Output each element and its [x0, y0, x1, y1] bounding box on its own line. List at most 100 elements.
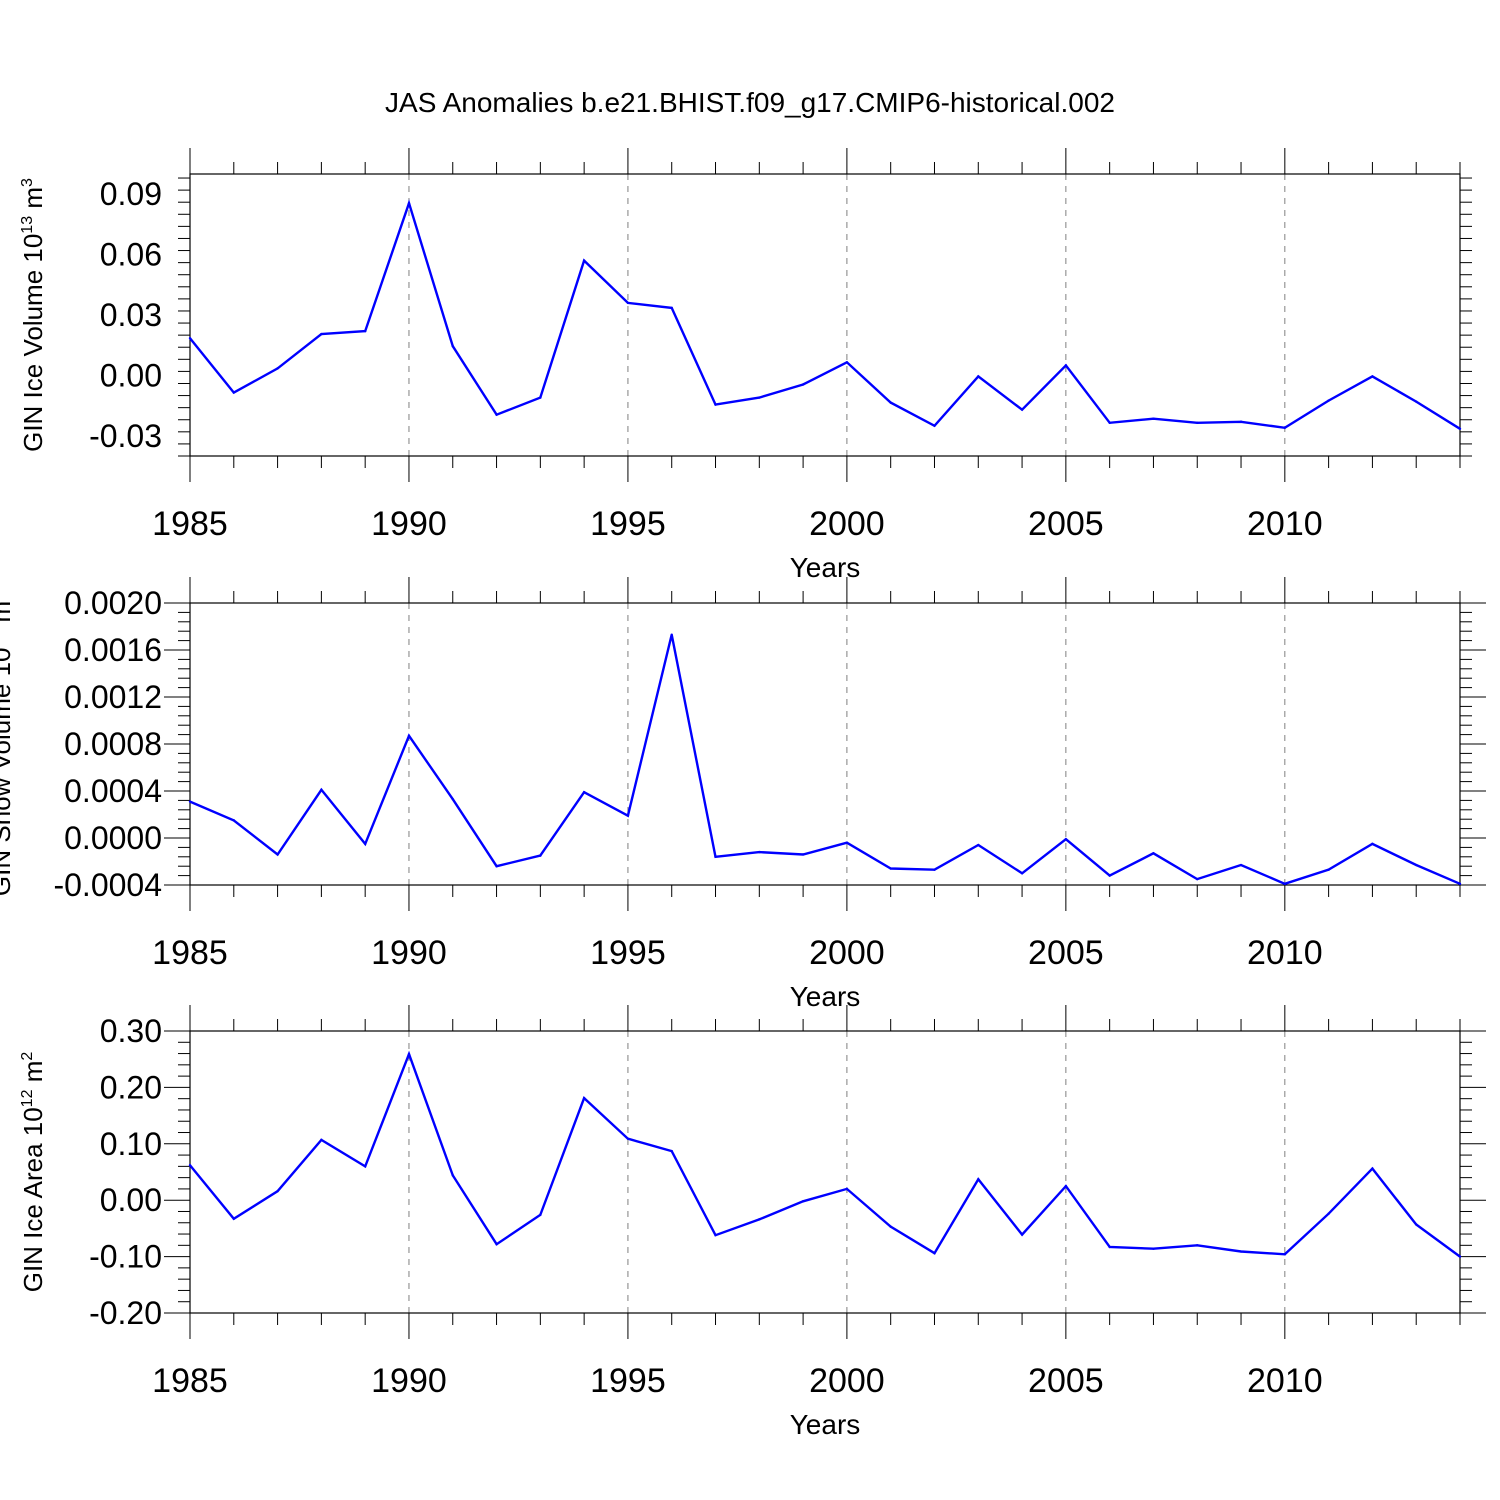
y-axis-label-unit: m — [18, 187, 48, 216]
data-point — [582, 790, 586, 794]
x-tick-label: 1990 — [371, 1362, 447, 1400]
data-point — [1152, 852, 1155, 855]
data-point — [933, 1252, 936, 1255]
data-point — [1239, 863, 1243, 867]
data-point — [320, 1138, 323, 1142]
data-point — [1020, 408, 1024, 411]
x-tick-label: 1985 — [152, 934, 228, 972]
y-axis-label: GIN Snow Volume 1013 m3 — [0, 592, 16, 896]
data-point — [232, 1217, 235, 1221]
data-point — [1458, 882, 1462, 886]
x-tick-label: 2010 — [1247, 1362, 1323, 1400]
data-point — [276, 1189, 279, 1193]
data-point — [1064, 364, 1068, 367]
data-point — [1371, 1167, 1374, 1170]
series-line — [189, 634, 1461, 886]
data-point — [1327, 1212, 1330, 1215]
plot-frame — [189, 173, 1461, 457]
x-tick-label: 2000 — [809, 505, 885, 543]
y-tick-label: -0.10 — [89, 1239, 162, 1275]
data-point — [977, 843, 980, 847]
data-point — [1152, 417, 1155, 420]
data-point — [363, 842, 367, 846]
y-axis-label-text: GIN Ice Volume 10 — [18, 234, 48, 452]
y-tick-label: 0.0008 — [64, 726, 162, 762]
y-tick-label: 0.06 — [100, 237, 162, 273]
y-axis-label: GIN Ice Volume 1013 m3 — [18, 178, 48, 452]
data-point — [670, 1149, 673, 1153]
data-point — [320, 332, 323, 336]
chart-title: JAS Anomalies b.e21.BHIST.f09_g17.CMIP6-… — [385, 87, 1115, 118]
y-axis-label-unit-exponent: 2 — [19, 1052, 36, 1061]
data-point — [582, 259, 586, 262]
data-point — [845, 841, 849, 844]
data-point — [801, 853, 805, 856]
data-point — [495, 413, 498, 416]
y-tick-label: -0.20 — [89, 1295, 162, 1331]
y-tick-label: 0.09 — [100, 176, 162, 212]
x-axis-label: Years — [790, 981, 861, 1012]
chart-panel-1: -0.03 0.00 0.03 0.06 0.09 1985 1990 1995 2000 200… — [18, 148, 1472, 583]
chart-panel-3: -0.20 -0.10 0.00 0.10 0.20 0.30 1985 1990 1995 20… — [18, 1005, 1486, 1440]
plot-frame — [189, 1030, 1461, 1314]
data-point — [1283, 882, 1287, 886]
y-tick-label: 0.00 — [100, 1182, 162, 1218]
plot-frame — [189, 602, 1461, 886]
data-point — [1196, 421, 1199, 424]
data-point — [801, 383, 805, 386]
x-tick-label: 2005 — [1028, 934, 1104, 972]
data-point — [1108, 1245, 1111, 1249]
x-tick-label: 1995 — [590, 505, 666, 543]
x-tick-label: 1990 — [371, 934, 447, 972]
y-tick-label: 0.10 — [100, 1126, 162, 1162]
y-axis-label-text: GIN Snow Volume 10 — [0, 648, 16, 897]
data-point — [1064, 1184, 1068, 1188]
x-tick-label: 1995 — [590, 1362, 666, 1400]
data-point — [188, 1164, 192, 1167]
data-point — [1108, 874, 1111, 877]
y-tick-label: 0.0020 — [64, 585, 162, 621]
y-tick-label: 0.00 — [100, 357, 162, 393]
data-point — [1020, 872, 1024, 875]
data-point — [320, 788, 323, 792]
chart-panel-2: -0.0004 0.0000 0.0004 0.0008 0.0012 0.0016 0.0… — [0, 577, 1486, 1012]
data-point — [276, 853, 279, 856]
data-point — [1020, 1233, 1024, 1236]
data-point — [363, 1165, 367, 1168]
data-point — [276, 367, 279, 370]
x-tick-label: 2000 — [809, 934, 885, 972]
data-point — [714, 855, 717, 858]
data-point — [1415, 400, 1418, 403]
y-axis-label-exponent: 13 — [0, 630, 4, 648]
data-point — [889, 867, 892, 870]
x-axis-label: Years — [790, 552, 861, 583]
data-point — [933, 868, 936, 871]
data-point — [1371, 375, 1374, 378]
data-point — [232, 391, 235, 394]
y-tick-label: -0.0004 — [53, 867, 162, 903]
data-point — [407, 734, 411, 737]
data-point — [407, 1052, 411, 1056]
data-point — [1196, 1244, 1199, 1247]
data-point — [977, 375, 980, 378]
series-line — [189, 1050, 1461, 1258]
data-point — [1458, 427, 1462, 431]
data-point — [495, 865, 498, 868]
x-tick-label: 1985 — [152, 1362, 228, 1400]
data-point — [626, 301, 630, 305]
y-tick-label: 0.20 — [100, 1069, 162, 1105]
data-point — [801, 1200, 805, 1203]
data-point — [758, 1218, 761, 1221]
x-tick-label: 2010 — [1247, 934, 1323, 972]
data-point — [1283, 426, 1287, 429]
x-tick-label: 1995 — [590, 934, 666, 972]
y-axis-label-unit: m — [18, 1061, 48, 1090]
x-tick-label: 2010 — [1247, 505, 1323, 543]
data-point — [451, 345, 454, 348]
data-point — [714, 1233, 717, 1237]
y-tick-label: 0.30 — [100, 1013, 162, 1049]
x-axis-label: Years — [790, 1409, 861, 1440]
x-tick-label: 2000 — [809, 1362, 885, 1400]
data-point — [232, 819, 235, 822]
data-point — [1415, 1223, 1418, 1226]
